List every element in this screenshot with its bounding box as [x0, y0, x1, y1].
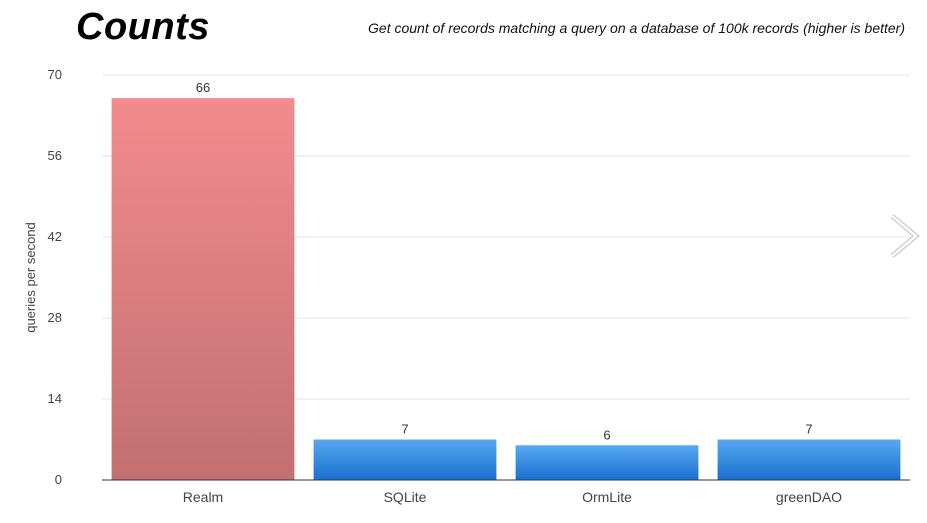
y-tick-label: 42 [48, 229, 62, 244]
data-labels: 66 7 6 7 [196, 80, 813, 442]
data-label-realm: 66 [196, 80, 210, 95]
chevron-right-icon[interactable] [886, 214, 920, 258]
y-tick-label: 28 [48, 310, 62, 325]
x-axis-categories: Realm SQLite OrmLite greenDAO [183, 489, 842, 505]
bar-ormlite [515, 445, 699, 480]
y-axis-ticks: 0 14 28 42 56 70 [48, 67, 62, 487]
x-category-label: SQLite [384, 489, 427, 505]
y-tick-label: 70 [48, 67, 62, 82]
x-category-label: Realm [183, 489, 223, 505]
bar-sqlite [313, 439, 497, 480]
x-category-label: OrmLite [582, 489, 632, 505]
chart-title: Counts [76, 6, 210, 48]
y-tick-label: 56 [48, 148, 62, 163]
data-label-greendao: 7 [805, 422, 812, 437]
bar-greendao [717, 439, 901, 480]
y-tick-label: 0 [55, 472, 62, 487]
data-label-sqlite: 7 [401, 422, 408, 437]
y-tick-label: 14 [48, 391, 62, 406]
bar-realm [111, 98, 295, 481]
data-label-ormlite: 6 [603, 427, 610, 442]
x-category-label: greenDAO [776, 489, 842, 505]
chart-subtitle: Get count of records matching a query on… [368, 20, 905, 36]
y-axis-title: queries per second [23, 222, 38, 333]
bars [111, 98, 901, 481]
